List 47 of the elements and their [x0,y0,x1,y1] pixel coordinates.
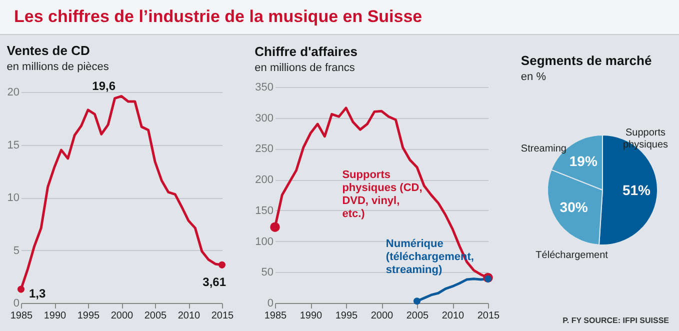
chart-title: Chiffre d'affaires [254,44,358,59]
y-tick-label: 0 [267,298,274,310]
x-tick-label: 2005 [406,310,430,322]
x-tick-label: 2010 [178,310,201,322]
chart-title: Ventes de CD [6,43,90,58]
y-tick-label: 250 [255,143,274,156]
data-label: 1,3 [29,286,46,300]
data-label: 19% [569,152,598,169]
chart-subtitle: en millions de francs [254,62,356,74]
y-tick-label: 0 [13,298,20,310]
series-label: Supports physiques (CD, DVD, vinyl, etc.) [342,169,422,220]
slice-label: Téléchargement [536,250,608,262]
y-tick-label: 200 [255,174,274,186]
text: Les chiffres de l’industrie de la musique en Suisse [0,0,679,35]
y-tick-label: 5 [13,244,20,257]
y-tick-label: 100 [255,236,274,248]
y-tick-label: 15 [7,139,20,152]
x-tick-label: 2000 [370,310,394,322]
y-tick-label: 10 [7,192,20,204]
data-label: 19,6 [92,79,116,94]
data-label: 51% [622,182,652,198]
x-tick-label: 2000 [110,310,134,322]
x-tick-label: 2010 [442,310,465,322]
data-label: 30% [560,199,588,216]
y-tick-label: 150 [255,204,274,217]
y-tick-label: 350 [255,82,274,94]
x-tick-label: 1985 [10,310,34,322]
chart-subtitle: en % [520,71,546,83]
x-tick-label: 2005 [144,310,168,322]
text: P. FY SOURCE: IFPI SUISSE [562,316,669,325]
point [484,275,492,282]
x-tick-label: 1995 [77,310,100,322]
x-tick-label: 1995 [335,310,358,322]
point [270,222,280,232]
chart-title: Segments de marché [520,53,652,68]
y-tick-label: 300 [255,112,274,124]
chart-subtitle: en millions de pièces [6,61,110,74]
x-tick-label: 2015 [211,310,234,322]
x-tick-label: 2015 [477,310,500,322]
x-tick-label: 1990 [44,310,67,322]
data-label: 3,61 [202,274,226,289]
point [413,298,421,305]
y-tick-label: 20 [7,86,20,98]
x-tick-label: 1985 [264,310,288,322]
y-tick-label: 50 [261,266,274,279]
x-tick-label: 1990 [300,310,323,322]
slice-label: Streaming [520,143,566,154]
